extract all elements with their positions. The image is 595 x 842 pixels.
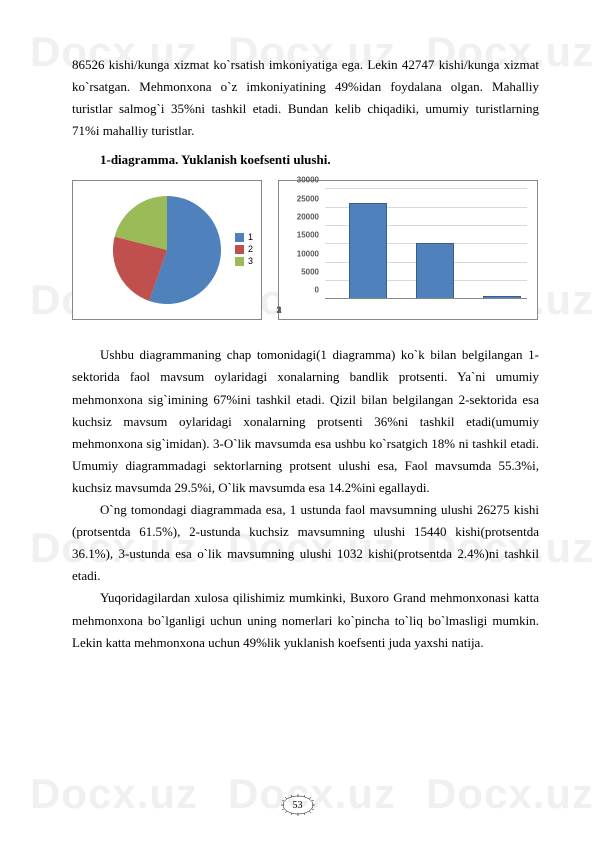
pie-svg	[107, 190, 227, 310]
pie-chart: 1 2 3	[72, 180, 262, 320]
plot-border	[325, 189, 527, 299]
paragraph-4: Yuqoridagilardan xulosa qilishimiz mumki…	[72, 587, 539, 653]
bar-chart: 0 5000 10000 15000 20000 25000 30000	[278, 180, 538, 320]
legend-label-2: 2	[248, 244, 253, 254]
page-number: 53	[293, 800, 303, 811]
y-tick-3: 15000	[297, 231, 319, 240]
watermark: Docx.uz	[426, 770, 594, 818]
y-tick-2: 10000	[297, 249, 319, 258]
pie-legend: 1 2 3	[235, 232, 253, 268]
y-tick-0: 0	[315, 286, 319, 295]
legend-item-3: 3	[235, 256, 253, 266]
bar-y-axis: 0 5000 10000 15000 20000 25000 30000	[279, 189, 323, 299]
watermark: Docx.uz	[30, 770, 198, 818]
legend-swatch-2	[235, 245, 244, 254]
x-label-3: 3	[276, 305, 281, 315]
page-number-badge: 53	[281, 794, 315, 816]
legend-label-3: 3	[248, 256, 253, 266]
chart-heading: 1-diagramma. Yuklanish koefsenti ulushi.	[100, 152, 539, 168]
y-tick-5: 25000	[297, 194, 319, 203]
legend-item-1: 1	[235, 232, 253, 242]
legend-swatch-1	[235, 233, 244, 242]
legend-swatch-3	[235, 257, 244, 266]
page-content: 86526 kishi/kunga xizmat ko`rsatish imko…	[0, 0, 595, 674]
paragraph-2: Ushbu diagrammaning chap tomonidagi(1 di…	[72, 344, 539, 499]
y-tick-6: 30000	[297, 176, 319, 185]
legend-item-2: 2	[235, 244, 253, 254]
y-tick-4: 20000	[297, 213, 319, 222]
paragraph-1: 86526 kishi/kunga xizmat ko`rsatish imko…	[72, 54, 539, 142]
paragraph-3: O`ng tomondagi diagrammada esa, 1 ustund…	[72, 499, 539, 587]
y-tick-1: 5000	[301, 268, 319, 277]
legend-label-1: 1	[248, 232, 253, 242]
charts-row: 1 2 3 0 5000 10000 15000 20000 25000	[72, 180, 539, 320]
